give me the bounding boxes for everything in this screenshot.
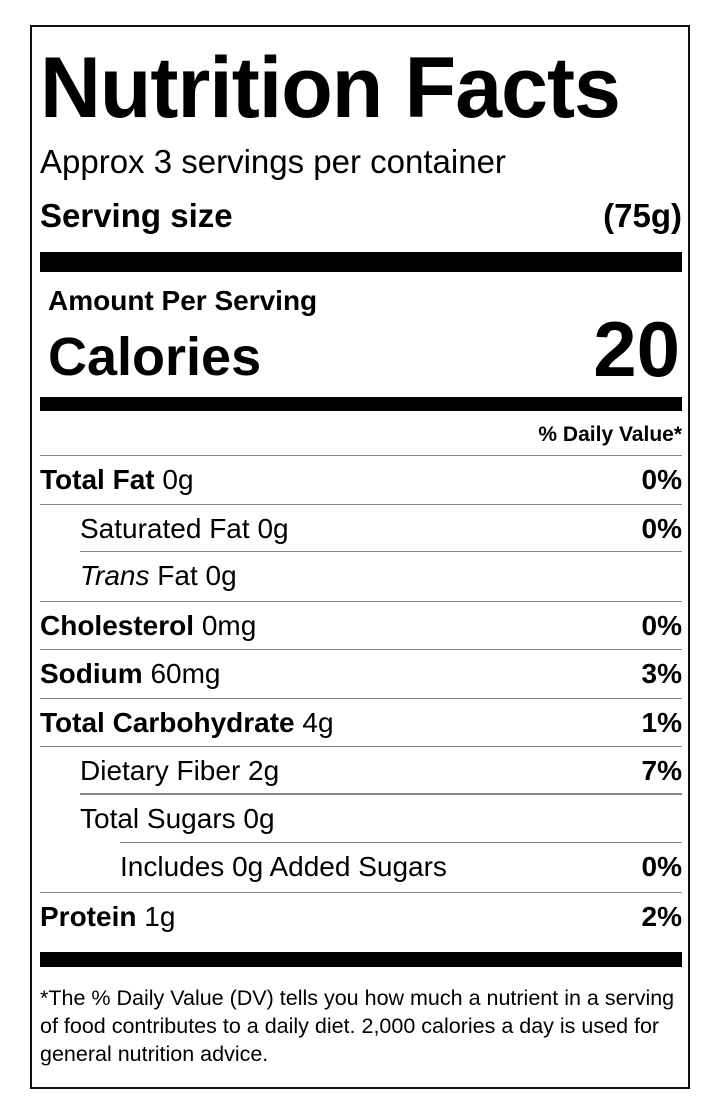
nutrient-name: Trans Fat 0g: [80, 562, 237, 590]
nutrient-amount: 0g: [205, 560, 237, 591]
nutrient-row: Total Carbohydrate 4g 1%: [40, 697, 682, 747]
nutrient-name: Includes 0g Added Sugars: [120, 853, 447, 881]
nutrient-list: Total Fat 0g 0% Saturated Fat 0g 0% Trans Fa…: [40, 455, 682, 940]
nutrient-name: Total Carbohydrate 4g: [40, 706, 334, 738]
nutrient-label: Sodium: [40, 658, 143, 689]
nutrient-label: Protein: [40, 900, 137, 932]
nutrient-label: Saturated Fat: [80, 512, 250, 544]
nutrient-row: Trans Fat 0g: [40, 550, 682, 601]
nutrient-label: Dietary Fiber: [80, 755, 241, 786]
nutrient-row: Sodium 60mg 3%: [40, 649, 682, 698]
nutrient-label: Cholesterol: [40, 609, 195, 641]
nutrient-label: Trans: [80, 560, 150, 591]
footnote: *The % Daily Value (DV) tells you how mu…: [40, 986, 675, 1066]
nutrient-amount: 0g: [162, 464, 194, 495]
row-divider: [80, 550, 682, 552]
servings-per-container: Approx 3 servings per container: [40, 143, 506, 180]
daily-value-percent: 0%: [641, 851, 682, 882]
nutrient-label: Includes 0g Added Sugars: [120, 851, 447, 882]
serving-size-value: (75g): [603, 197, 682, 234]
nutrient-label: Total Sugars: [80, 802, 236, 834]
daily-value-percent: 0%: [641, 464, 682, 495]
serving-size-label: Serving size: [40, 197, 233, 234]
daily-value-percent: 0%: [641, 609, 682, 641]
nutrient-amount: 0g: [257, 512, 289, 544]
nutrient-amount: 1g: [144, 900, 176, 932]
nutrient-amount: 2g: [248, 755, 280, 786]
nutrient-name: Protein 1g: [40, 900, 176, 932]
row-divider: [80, 793, 682, 795]
nutrient-label: Total Carbohydrate: [40, 706, 295, 738]
nutrient-name: Sodium 60mg: [40, 660, 221, 688]
nutrient-row: Dietary Fiber 2g 7%: [40, 746, 682, 795]
nutrient-row: Cholesterol 0mg 0%: [40, 600, 682, 650]
nutrient-label: Total Fat: [40, 464, 155, 495]
nutrition-facts-label: Nutrition Facts Approx 3 servings per co…: [30, 25, 690, 1089]
nutrient-row: Total Sugars 0g: [40, 793, 682, 844]
nutrient-amount: 60mg: [150, 658, 221, 689]
nutrient-row: Saturated Fat 0g 0%: [40, 503, 682, 553]
nutrient-amount: 4g: [302, 706, 334, 738]
nutrient-name: Total Sugars 0g: [80, 802, 275, 834]
daily-value-percent: 3%: [641, 658, 682, 689]
daily-value-percent: 2%: [641, 900, 682, 932]
nutrient-amount: 0mg: [201, 609, 257, 641]
nutrient-name: Total Fat 0g: [40, 466, 194, 494]
label-title: Nutrition Facts: [40, 40, 621, 136]
row-divider: [120, 841, 682, 843]
nutrient-name: Saturated Fat 0g: [80, 512, 289, 544]
nutrient-row: Includes 0g Added Sugars 0%: [40, 841, 682, 892]
nutrient-name: Cholesterol 0mg: [40, 609, 257, 641]
thick-divider: [40, 252, 682, 272]
nutrient-row: Protein 1g 2%: [40, 891, 682, 941]
calories-value: 20: [593, 305, 680, 393]
daily-value-header: % Daily Value*: [538, 423, 682, 446]
medium-divider: [40, 397, 682, 411]
daily-value-percent: 7%: [641, 755, 682, 786]
nutrient-name: Dietary Fiber 2g: [80, 757, 279, 785]
daily-value-percent: 1%: [641, 706, 682, 738]
amount-per-serving: Amount Per Serving: [48, 285, 318, 316]
nutrient-row: Total Fat 0g 0%: [40, 455, 682, 504]
calories-label: Calories: [48, 327, 262, 387]
nutrient-label-suffix: Fat: [157, 560, 198, 591]
nutrient-amount: 0g: [243, 802, 275, 834]
thick-divider: [40, 952, 682, 967]
daily-value-percent: 0%: [641, 512, 682, 544]
